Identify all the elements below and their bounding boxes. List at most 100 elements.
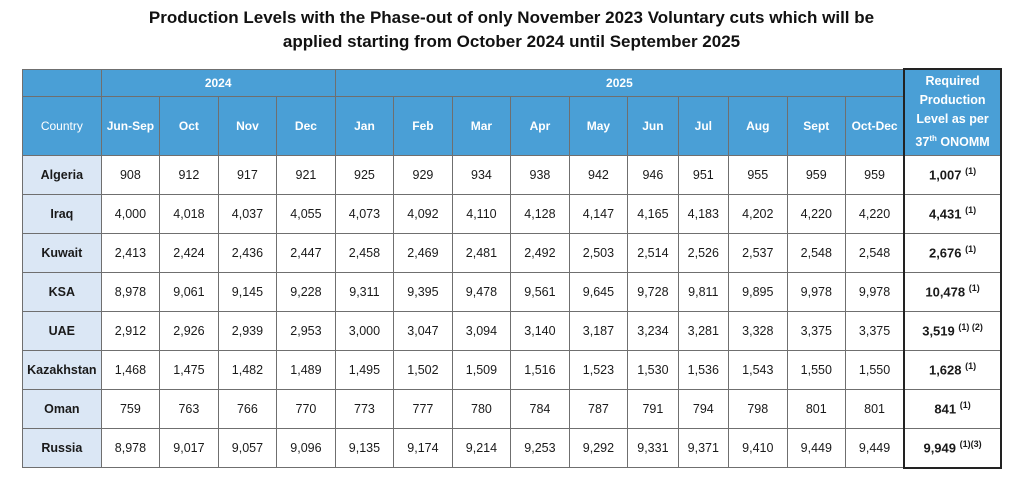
- required-level-cell: 1,007 (1): [903, 154, 1002, 195]
- value-cell: 946: [627, 154, 679, 195]
- value-cell: 908: [100, 154, 161, 195]
- value-cell: 2,492: [510, 232, 570, 273]
- value-cell: 2,912: [100, 310, 161, 351]
- value-cell: 1,489: [276, 349, 336, 390]
- value-cell: 959: [786, 154, 847, 195]
- value-cell: 9,561: [510, 271, 570, 312]
- value-cell: 4,073: [334, 193, 395, 234]
- value-cell: 2,953: [276, 310, 336, 351]
- table-body: Algeria 908 912 917 921 925 929 934 938 942 946 951…: [22, 154, 1002, 469]
- value-cell: 773: [334, 388, 395, 429]
- required-level-value: 2,676: [928, 245, 962, 261]
- value-cell: 3,375: [786, 310, 847, 351]
- value-cell: 8,978: [100, 271, 161, 312]
- value-cell: 4,220: [786, 193, 847, 234]
- value-cell: 784: [510, 388, 570, 429]
- country-cell: Russia: [22, 427, 102, 468]
- value-cell: 2,413: [100, 232, 161, 273]
- value-cell: 2,481: [451, 232, 512, 273]
- country-cell: Algeria: [22, 154, 102, 195]
- month-header: Mar: [451, 95, 512, 156]
- required-level-cell: 9,949 (1)(3): [903, 427, 1002, 469]
- value-cell: 2,537: [728, 232, 788, 273]
- table-row: UAE 2,912 2,926 2,939 2,953 3,000 3,047 3,094 3,…: [22, 310, 1002, 351]
- value-cell: 1,550: [845, 349, 905, 390]
- value-cell: 3,000: [334, 310, 395, 351]
- value-cell: 9,228: [276, 271, 336, 312]
- month-header: Jun-Sep: [100, 95, 161, 156]
- value-cell: 942: [568, 154, 629, 195]
- value-cell: 9,895: [728, 271, 788, 312]
- value-cell: 4,018: [159, 193, 219, 234]
- value-cell: 9,645: [568, 271, 629, 312]
- value-cell: 1,495: [334, 349, 395, 390]
- value-cell: 794: [677, 388, 730, 429]
- value-cell: 1,523: [568, 349, 629, 390]
- required-level-value: 3,519: [922, 323, 955, 339]
- value-cell: 9,978: [845, 271, 905, 312]
- production-table: 2024 2025 Required Production Level as p…: [22, 68, 1002, 469]
- country-cell: KSA: [22, 271, 102, 312]
- value-cell: 1,516: [510, 349, 570, 390]
- value-cell: 9,017: [159, 427, 219, 468]
- country-cell: UAE: [22, 310, 102, 351]
- value-cell: 3,234: [627, 310, 679, 351]
- value-cell: 9,331: [627, 427, 679, 468]
- required-production-header: Required Production Level as per 37th ON…: [903, 68, 1002, 156]
- year-header-row: 2024 2025 Required Production Level as p…: [22, 68, 1002, 156]
- value-cell: 1,502: [393, 349, 453, 390]
- month-header: Jun: [627, 95, 679, 156]
- table-row: Oman 759 763 766 770 773 777 780 784 787 791 794 798…: [22, 388, 1002, 429]
- value-cell: 766: [217, 388, 278, 429]
- footnote-reference: (1): [965, 361, 977, 372]
- value-cell: 4,110: [451, 193, 512, 234]
- value-cell: 4,055: [276, 193, 336, 234]
- value-cell: 2,514: [627, 232, 679, 273]
- required-level-value: 4,431: [928, 206, 962, 222]
- country-cell: Kazakhstan: [22, 349, 102, 390]
- month-header: May: [568, 95, 629, 156]
- value-cell: 921: [276, 154, 336, 195]
- value-cell: 9,811: [677, 271, 730, 312]
- value-cell: 4,220: [845, 193, 905, 234]
- table-row: Algeria 908 912 917 921 925 929 934 938 942 946 951…: [22, 154, 1002, 195]
- value-cell: 777: [393, 388, 453, 429]
- required-level-cell: 10,478 (1): [903, 271, 1002, 312]
- footnote-reference: (1): [968, 283, 980, 294]
- footnote-reference: (1): [965, 205, 977, 216]
- required-level-cell: 1,628 (1): [903, 349, 1002, 390]
- value-cell: 1,536: [677, 349, 730, 390]
- country-cell: Iraq: [22, 193, 102, 234]
- value-cell: 9,135: [334, 427, 395, 468]
- value-cell: 917: [217, 154, 278, 195]
- value-cell: 1,509: [451, 349, 512, 390]
- value-cell: 925: [334, 154, 395, 195]
- required-level-cell: 3,519 (1) (2): [903, 310, 1002, 351]
- value-cell: 801: [786, 388, 847, 429]
- table-row: Iraq 4,000 4,018 4,037 4,055 4,073 4,092 4,110 4…: [22, 193, 1002, 234]
- required-level-value: 9,949: [923, 440, 957, 456]
- value-cell: 929: [393, 154, 453, 195]
- footnote-reference: (1) (2): [958, 322, 983, 333]
- required-level-cell: 4,431 (1): [903, 193, 1002, 234]
- value-cell: 2,503: [568, 232, 629, 273]
- month-header: Nov: [217, 95, 278, 156]
- month-header: Jul: [677, 95, 730, 156]
- month-header: Oct: [159, 95, 219, 156]
- required-level-cell: 841 (1): [903, 388, 1002, 429]
- value-cell: 1,468: [100, 349, 161, 390]
- month-header: Oct-Dec: [845, 95, 905, 156]
- value-cell: 4,128: [510, 193, 570, 234]
- month-header-row: Country Jun-Sep Oct Nov Dec Jan Feb Mar …: [22, 95, 1002, 156]
- value-cell: 3,047: [393, 310, 453, 351]
- value-cell: 9,728: [627, 271, 679, 312]
- value-cell: 9,292: [568, 427, 629, 468]
- value-cell: 9,311: [334, 271, 395, 312]
- value-cell: 3,140: [510, 310, 570, 351]
- value-cell: 9,057: [217, 427, 278, 468]
- value-cell: 9,478: [451, 271, 512, 312]
- month-header: Feb: [393, 95, 453, 156]
- value-cell: 3,187: [568, 310, 629, 351]
- value-cell: 3,328: [728, 310, 788, 351]
- table-row: Russia 8,978 9,017 9,057 9,096 9,135 9,174 9,21…: [22, 427, 1002, 469]
